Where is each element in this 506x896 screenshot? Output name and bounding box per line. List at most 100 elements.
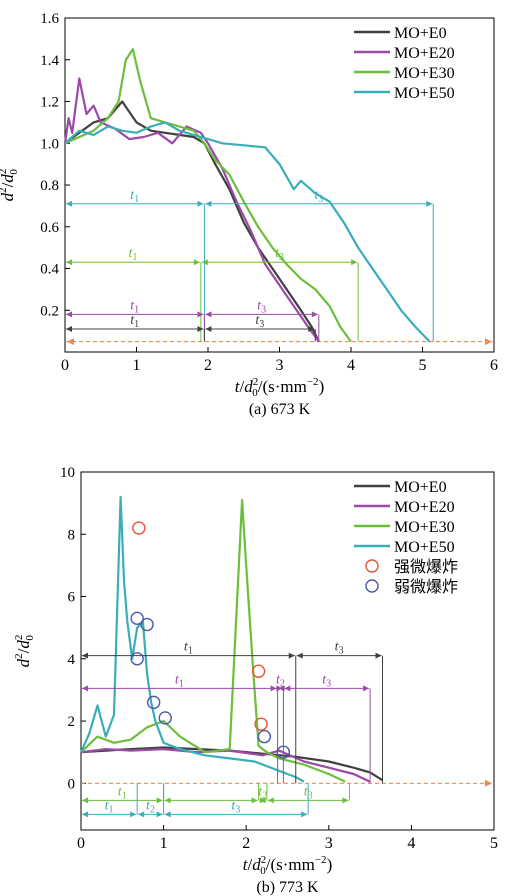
series-line-mo-e50 <box>64 121 431 343</box>
x-tick-label: 2 <box>242 835 250 852</box>
annotation-arrow <box>164 797 258 804</box>
annotation-arrow-head-left <box>205 326 212 333</box>
y-tick-label: 0.6 <box>40 220 59 236</box>
x-tick-label: 3 <box>325 835 333 852</box>
panel-caption: (a) 673 K <box>249 401 311 418</box>
series-line-mo-e30 <box>80 498 346 783</box>
annotation-mo-e30: t1 t3 <box>66 246 359 342</box>
weak-explosion-marker <box>130 652 144 666</box>
legend-strong-marker <box>365 559 379 573</box>
annotation-label-t2: t2 <box>146 798 155 815</box>
annotation-arrow-head-left <box>267 797 274 804</box>
annotation-arrow-head-left <box>66 311 72 318</box>
annotation-arrow <box>82 811 137 818</box>
annotation-label-t1: t1 <box>128 246 137 263</box>
annotation-arrow-head-right <box>259 797 266 804</box>
annotation-arrow <box>164 811 308 818</box>
x-tick-label: 4 <box>347 357 355 374</box>
x-axis-label: t/d2 0/(s·mm−2) <box>235 376 324 399</box>
annotation-mo-e0: t1 t3 <box>66 313 316 342</box>
annotation-arrow-head-right <box>288 652 295 659</box>
annotation-label-t3: t3 <box>314 188 323 205</box>
annotation-label-t1: t1 <box>118 784 127 801</box>
weak-explosion-marker <box>276 745 291 759</box>
y-tick-label: 2 <box>68 714 76 730</box>
annotation-arrow <box>259 797 266 804</box>
y-tick-label: 1.2 <box>40 95 59 111</box>
legend-strong-label: 强微爆炸 <box>394 557 458 576</box>
weak-explosion-marker <box>140 617 154 632</box>
annotation-label-t3: t3 <box>257 298 266 315</box>
series-line-mo-e20 <box>63 77 320 343</box>
x-tick-label: 1 <box>133 357 141 374</box>
annotation-arrow-head-right <box>351 259 358 266</box>
plot-frame <box>80 471 495 831</box>
x-tick-label: 2 <box>204 357 212 374</box>
legend-weak-marker <box>365 579 379 593</box>
y-tick-label: 0.8 <box>40 178 59 194</box>
x-tick-label: 1 <box>160 835 168 852</box>
weak-explosion-marker <box>130 611 144 626</box>
annotation-arrow-head-left <box>138 811 145 818</box>
annotation-arrow-head-left <box>82 652 88 659</box>
annotation-arrow-head-right <box>197 311 204 318</box>
annotation-label-t3: t3 <box>231 798 240 815</box>
annotation-arrow-head-right <box>270 685 277 692</box>
annotation-arrow-head-right <box>426 200 433 207</box>
annotation-arrow-head-right <box>156 811 163 818</box>
series-line-mo-e50 <box>79 495 305 783</box>
annotation-label-t1: t1 <box>130 298 139 315</box>
legend-label: MO+E50 <box>394 539 455 556</box>
weak-explosion-marker <box>146 695 161 710</box>
strong-explosion-marker <box>254 717 268 731</box>
chart-panel-b: 0 1 2 3 4 5 0 2 4 6 8 10 t1 t3 t1 t2 t3 t1 t2 t3 t1 t2 t3 MO+E0… <box>13 465 498 896</box>
reference-arrow-head <box>485 779 492 787</box>
y-tick-label: 1.0 <box>40 136 59 152</box>
annotation-arrow-head-right <box>311 311 318 318</box>
x-tick-label: 0 <box>61 357 69 374</box>
series-line-mo-e20 <box>80 747 371 783</box>
annotation-arrow-head-right <box>197 326 204 333</box>
annotation-label-t3: t3 <box>304 784 313 801</box>
y-tick-label: 1.4 <box>40 53 59 69</box>
annotation-mo-e20: t1 t3 <box>66 298 320 342</box>
x-tick-label: 5 <box>490 835 498 852</box>
reference-arrow-head <box>485 338 492 346</box>
x-axis-label: t/d2 0/(s·mm−2) <box>243 854 332 877</box>
annotation-arrow-head-left <box>164 811 171 818</box>
annotation-label-t3: t3 <box>275 246 284 263</box>
legend: MO+E0 MO+E20 MO+E30 MO+E50 <box>354 25 455 102</box>
legend-label: MO+E50 <box>394 85 455 102</box>
annotation-label-t3: t3 <box>335 640 344 657</box>
annotation-arrow-head-left <box>205 200 212 207</box>
annotation-arrow <box>205 311 318 318</box>
annotation-arrow-head-left <box>66 200 72 207</box>
annotation-arrow-head-right <box>363 685 370 692</box>
annotation-arrow-head-left <box>82 797 88 804</box>
y-tick-label: 8 <box>68 527 76 543</box>
y-tick-label: 1.6 <box>40 11 59 27</box>
annotation-arrow <box>66 259 200 266</box>
annotation-arrow-head-right <box>130 811 137 818</box>
x-tick-label: 4 <box>407 835 415 852</box>
x-tick-label: 0 <box>77 835 85 852</box>
annotation-arrow-head-left <box>66 326 72 333</box>
legend-weak-label: 弱微爆炸 <box>394 577 458 596</box>
annotation-arrow <box>296 652 382 659</box>
annotation-arrow <box>205 326 315 333</box>
annotation-arrow-head-right <box>197 200 204 207</box>
annotation-label-t1: t1 <box>105 798 114 815</box>
y-tick-label: 0 <box>68 776 76 792</box>
annotation-arrow <box>82 797 163 804</box>
legend-label: MO+E20 <box>394 45 455 62</box>
strong-explosion-marker <box>251 664 266 678</box>
legend-label: MO+E0 <box>394 25 447 42</box>
annotation-arrow <box>82 652 295 659</box>
annotation-arrow <box>138 811 163 818</box>
annotation-arrow <box>201 259 358 266</box>
annotation-label-t2: t2 <box>258 784 267 801</box>
annotation-arrow-head-right <box>193 259 200 266</box>
x-tick-label: 5 <box>419 357 427 374</box>
annotation-arrow <box>66 326 204 333</box>
y-tick-label: 4 <box>68 652 76 668</box>
